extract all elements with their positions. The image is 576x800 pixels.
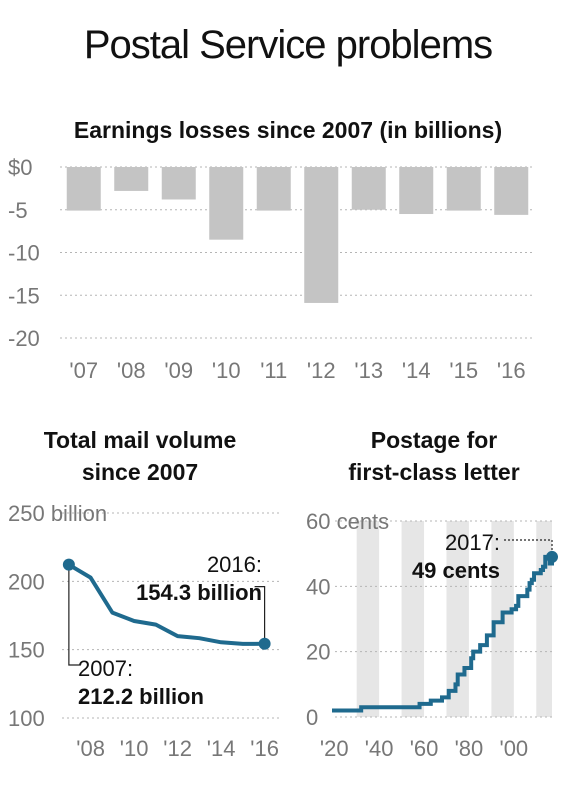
annotation-leader-2007 <box>68 564 81 666</box>
x-tick-label: '14 <box>207 736 236 761</box>
x-tick-label: '16 <box>250 736 279 761</box>
x-tick-label: '08 <box>117 358 146 383</box>
decade-band <box>401 521 425 717</box>
loss-bar <box>446 167 481 211</box>
y-tick-label: 100 <box>8 706 45 731</box>
y-tick-label: 20 <box>306 640 330 665</box>
x-tick-label: '12 <box>307 358 336 383</box>
annotation-2017-value: 49 cents <box>412 558 500 583</box>
y-tick-label: -15 <box>8 283 40 308</box>
y-tick-label: $0 <box>8 155 32 180</box>
x-tick-label: '10 <box>212 358 241 383</box>
y-tick-label: 250 billion <box>8 501 107 526</box>
decade-band <box>356 521 380 717</box>
y-tick-label: 0 <box>306 705 318 730</box>
x-tick-label: '80 <box>455 736 484 761</box>
postage-point-2017 <box>546 550 558 563</box>
x-tick-label: '09 <box>164 358 193 383</box>
y-tick-label: 150 <box>8 638 45 663</box>
annotation-2016-value: 154.3 billion <box>136 580 262 605</box>
x-tick-label: '14 <box>402 358 431 383</box>
y-tick-label: 60 cents <box>306 509 389 534</box>
decade-band <box>536 521 552 717</box>
loss-bar <box>209 167 244 240</box>
loss-bar <box>66 167 101 211</box>
y-tick-label: -5 <box>8 198 28 223</box>
postage-chart: Postage for first-class letter 60 cents 4… <box>306 427 558 761</box>
x-tick-label: '00 <box>500 736 529 761</box>
loss-bar <box>351 167 386 210</box>
earnings-chart-title: Earnings losses since 2007 (in billions) <box>74 117 502 143</box>
x-tick-label: '07 <box>69 358 98 383</box>
x-tick-label: '08 <box>76 736 105 761</box>
loss-bar <box>399 167 434 215</box>
loss-bar <box>304 167 339 303</box>
postage-title-line-1: Postage for <box>371 427 498 453</box>
x-tick-label: '12 <box>163 736 192 761</box>
x-tick-label: '16 <box>497 358 526 383</box>
annotation-leader-2017 <box>504 539 553 557</box>
annotation-2007-value: 212.2 billion <box>78 684 204 709</box>
annotation-2017-label: 2017: <box>445 530 500 555</box>
x-tick-label: '40 <box>365 736 394 761</box>
loss-bar <box>114 167 149 191</box>
loss-bar <box>256 167 291 211</box>
mail-volume-title-line-1: Total mail volume <box>44 427 237 453</box>
y-tick-label: -10 <box>8 241 40 266</box>
x-tick-label: '15 <box>449 358 478 383</box>
annotation-leader-2016 <box>254 586 266 644</box>
loss-bar <box>161 167 196 200</box>
x-tick-label: '11 <box>260 358 287 383</box>
annotation-2016-label: 2016: <box>207 552 262 577</box>
y-tick-label: 40 <box>306 574 330 599</box>
y-tick-label: -20 <box>8 326 40 351</box>
y-tick-label: 200 <box>8 569 45 594</box>
earnings-losses-chart: Earnings losses since 2007 (in billions)… <box>8 117 535 383</box>
mail-volume-title-line-2: since 2007 <box>82 459 198 485</box>
x-tick-label: '60 <box>410 736 439 761</box>
x-tick-label: '20 <box>320 736 349 761</box>
annotation-2007-label: 2007: <box>78 656 133 681</box>
mail-volume-line <box>67 562 265 646</box>
loss-bar <box>494 167 529 215</box>
mail-volume-chart: Total mail volume since 2007 250 billion… <box>8 427 282 761</box>
x-tick-label: '10 <box>120 736 149 761</box>
mail-volume-point-2016 <box>258 637 271 650</box>
postage-title-line-2: first-class letter <box>348 459 519 485</box>
postage-step-line <box>332 554 554 713</box>
mail-volume-point-2007 <box>62 558 75 571</box>
page-title: Postal Service problems <box>84 23 492 67</box>
x-tick-label: '13 <box>354 358 383 383</box>
